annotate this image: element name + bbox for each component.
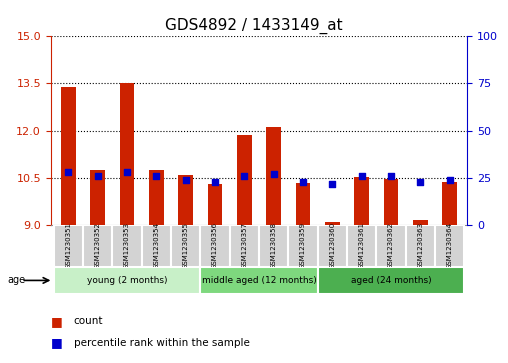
Text: GSM1230351: GSM1230351 <box>66 223 72 269</box>
Bar <box>325 222 340 225</box>
Text: GSM1230354: GSM1230354 <box>153 223 160 269</box>
Text: ■: ■ <box>51 337 62 350</box>
Text: GSM1230357: GSM1230357 <box>241 223 247 269</box>
Bar <box>120 83 135 225</box>
Point <box>299 179 307 184</box>
Bar <box>355 177 369 225</box>
Point <box>93 173 102 179</box>
Point <box>152 173 161 179</box>
Bar <box>318 267 464 294</box>
Text: GSM1230362: GSM1230362 <box>388 223 394 269</box>
Point <box>65 169 73 175</box>
Bar <box>230 225 259 267</box>
Bar <box>61 87 76 225</box>
Bar <box>435 225 464 267</box>
Text: GSM1230353: GSM1230353 <box>124 223 130 269</box>
Bar <box>237 135 252 225</box>
Bar <box>384 179 398 225</box>
Text: GSM1230355: GSM1230355 <box>183 223 189 269</box>
Bar <box>112 225 142 267</box>
Bar <box>318 225 347 267</box>
Text: GSM1230352: GSM1230352 <box>94 223 101 269</box>
Point <box>270 171 278 177</box>
Bar <box>178 175 193 225</box>
Text: percentile rank within the sample: percentile rank within the sample <box>74 338 249 348</box>
Bar <box>266 127 281 225</box>
Text: young (2 months): young (2 months) <box>87 276 167 285</box>
Bar <box>296 183 310 225</box>
Point <box>211 179 219 184</box>
Text: aged (24 months): aged (24 months) <box>351 276 431 285</box>
Bar <box>208 184 223 225</box>
Point <box>123 169 131 175</box>
Text: GSM1230361: GSM1230361 <box>359 223 365 269</box>
Bar <box>442 182 457 225</box>
Text: GSM1230364: GSM1230364 <box>447 223 453 269</box>
Bar <box>83 225 112 267</box>
Text: GSM1230359: GSM1230359 <box>300 223 306 269</box>
Point <box>417 179 425 184</box>
Bar <box>201 267 318 294</box>
Text: GSM1230356: GSM1230356 <box>212 223 218 269</box>
Text: age: age <box>8 275 26 285</box>
Text: GSM1230358: GSM1230358 <box>271 223 277 269</box>
Point <box>328 181 336 187</box>
Bar <box>406 225 435 267</box>
Bar <box>142 225 171 267</box>
Bar <box>171 225 201 267</box>
Bar <box>54 225 83 267</box>
Point <box>358 173 366 179</box>
Text: GDS4892 / 1433149_at: GDS4892 / 1433149_at <box>165 18 343 34</box>
Bar <box>376 225 406 267</box>
Point <box>240 173 248 179</box>
Bar <box>90 170 105 225</box>
Point <box>182 177 190 183</box>
Text: count: count <box>74 316 103 326</box>
Bar <box>201 225 230 267</box>
Point <box>387 173 395 179</box>
Bar <box>413 220 428 225</box>
Bar <box>347 225 376 267</box>
Point <box>446 177 454 183</box>
Text: GSM1230363: GSM1230363 <box>418 223 424 269</box>
Bar <box>289 225 318 267</box>
Bar <box>54 267 201 294</box>
Text: GSM1230360: GSM1230360 <box>329 223 335 269</box>
Text: ■: ■ <box>51 315 62 328</box>
Text: middle aged (12 months): middle aged (12 months) <box>202 276 316 285</box>
Bar <box>259 225 289 267</box>
Bar <box>149 170 164 225</box>
